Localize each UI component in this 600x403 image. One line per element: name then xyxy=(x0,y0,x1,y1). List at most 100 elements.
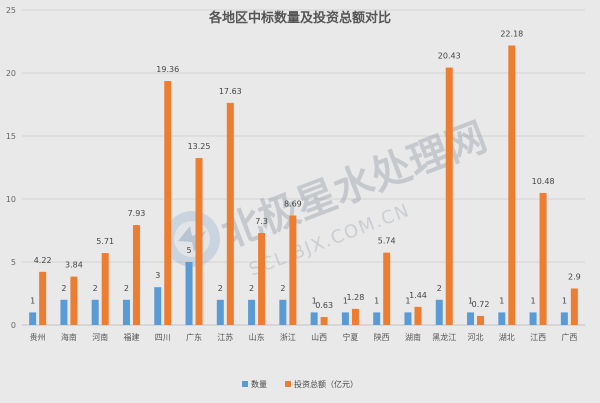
bar-count xyxy=(185,262,193,325)
x-tick-label: 四川 xyxy=(155,333,171,342)
data-label-investment: 0.63 xyxy=(315,301,333,310)
data-label-investment: 19.36 xyxy=(156,65,179,74)
data-label-count: 1 xyxy=(562,296,567,305)
x-tick-label: 湖南 xyxy=(405,332,421,342)
bar-investment xyxy=(320,317,328,325)
legend-label-count: 数量 xyxy=(251,379,267,389)
bar-count xyxy=(154,287,162,325)
data-label-count: 1 xyxy=(405,296,410,305)
bar-count xyxy=(529,312,537,325)
y-tick-label: 20 xyxy=(6,69,16,78)
data-label-count: 1 xyxy=(468,296,473,305)
x-tick-label: 贵州 xyxy=(30,332,46,342)
bar-investment xyxy=(414,306,422,325)
y-tick-label: 0 xyxy=(11,321,16,330)
data-label-count: 2 xyxy=(249,284,254,293)
x-tick-label: 湖北 xyxy=(499,333,515,342)
y-tick-label: 10 xyxy=(6,195,16,204)
data-label-investment: 3.84 xyxy=(65,261,83,270)
x-tick-label: 浙江 xyxy=(280,332,296,342)
legend: 数量 投资总额（亿元） xyxy=(242,379,358,389)
watermark-logo xyxy=(164,211,220,267)
bar-investment xyxy=(258,233,266,325)
x-tick-label: 江苏 xyxy=(217,332,233,342)
bar-investment xyxy=(39,271,47,325)
bar-investment xyxy=(445,67,453,325)
data-label-count: 2 xyxy=(61,284,66,293)
data-label-investment: 1.44 xyxy=(409,291,427,300)
bar-count xyxy=(404,312,412,325)
bar-investment xyxy=(570,288,578,325)
x-axis: 贵州 海南 河南 福建 四川 广东 江苏 山东 浙江 山西 宁夏 陕西 湖南 黑龙江 河北 湖北 江西 广西 xyxy=(30,332,578,342)
x-tick-label: 河南 xyxy=(92,332,108,342)
x-tick-label: 河北 xyxy=(468,332,484,342)
bar-investment xyxy=(70,276,78,325)
bar-count xyxy=(560,312,568,325)
y-tick-label: 25 xyxy=(6,6,16,15)
bar-count xyxy=(216,299,224,325)
x-tick-label: 江西 xyxy=(530,333,546,342)
data-label-investment: 22.18 xyxy=(500,30,523,39)
bar-investment xyxy=(226,102,234,325)
bar-investment xyxy=(132,225,140,325)
bar-investment xyxy=(477,315,485,325)
gridlines xyxy=(22,9,585,326)
bar-investment xyxy=(508,45,516,325)
legend-label-investment: 投资总额（亿元） xyxy=(294,379,358,389)
data-label-count: 5 xyxy=(186,246,191,255)
data-label-investment: 2.9 xyxy=(568,272,581,281)
bar-count xyxy=(373,312,381,325)
data-label-count: 2 xyxy=(124,284,129,293)
data-label-investment: 0.72 xyxy=(472,300,490,309)
chart-title: 各地区中标数量及投资总额对比 xyxy=(208,10,391,26)
data-label-investment: 5.71 xyxy=(96,237,114,246)
data-label-count: 1 xyxy=(531,296,536,305)
bar-investment xyxy=(383,252,391,325)
bar-count xyxy=(91,299,99,325)
legend-swatch-count xyxy=(242,381,248,387)
data-label-count: 1 xyxy=(374,296,379,305)
data-label-investment: 1.28 xyxy=(347,293,365,302)
bar-investment xyxy=(164,81,172,326)
bar-investment xyxy=(289,215,297,325)
x-tick-label: 山西 xyxy=(311,332,327,342)
data-label-count: 3 xyxy=(155,271,160,280)
bar-count xyxy=(248,299,256,325)
watermark: 北极星水处理网 SCL.BJX.COM.CN xyxy=(164,114,493,281)
data-label-investment: 17.63 xyxy=(219,87,242,96)
x-tick-label: 福建 xyxy=(123,332,139,342)
data-label-investment: 7.3 xyxy=(255,217,268,226)
data-label-count: 1 xyxy=(30,296,35,305)
y-tick-label: 5 xyxy=(11,258,16,267)
bar-count xyxy=(122,299,130,325)
bar-count xyxy=(310,312,318,325)
x-tick-label: 山东 xyxy=(249,332,265,342)
y-axis: 0 5 10 15 20 25 xyxy=(6,6,16,330)
data-label-count: 1 xyxy=(312,296,317,305)
bar-count xyxy=(498,312,506,325)
x-tick-label: 宁夏 xyxy=(342,332,358,342)
data-label-count: 2 xyxy=(280,284,285,293)
data-label-count: 2 xyxy=(93,284,98,293)
bar-count xyxy=(435,299,443,325)
data-label-investment: 8.69 xyxy=(284,200,302,209)
data-label-count: 1 xyxy=(499,296,504,305)
bar-investment xyxy=(101,253,109,325)
y-tick-label: 15 xyxy=(6,132,16,141)
data-labels: 1 4.22 2 3.84 2 5.71 2 7.93 3 19.36 5 13.25 2 17.63 2 7… xyxy=(30,30,581,311)
x-tick-label: 广东 xyxy=(186,332,202,342)
bar-investment xyxy=(539,192,547,325)
bar-count xyxy=(279,299,287,325)
data-label-investment: 7.93 xyxy=(128,209,146,218)
bar-investment xyxy=(195,158,203,325)
data-label-investment: 20.43 xyxy=(438,52,461,61)
x-tick-label: 黑龙江 xyxy=(432,332,456,342)
bar-count xyxy=(29,312,37,325)
legend-swatch-investment xyxy=(285,381,291,387)
x-tick-label: 广西 xyxy=(561,332,577,342)
bar-count xyxy=(60,299,68,325)
bar-investment xyxy=(351,308,359,325)
data-label-investment: 4.22 xyxy=(34,256,52,265)
